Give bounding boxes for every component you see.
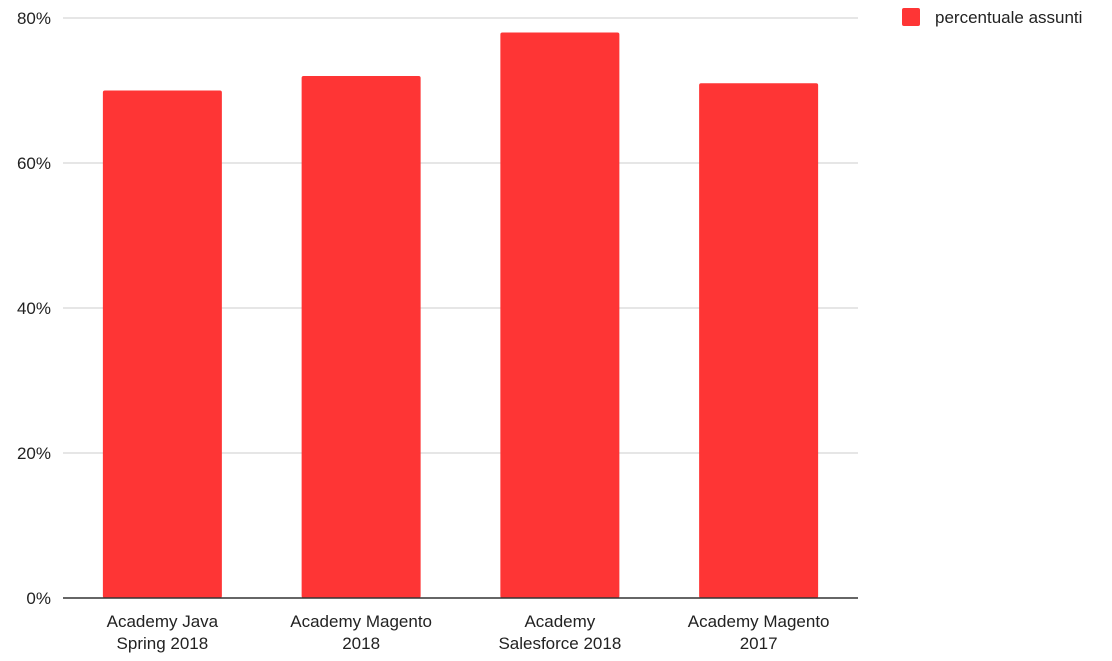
- x-tick-label: Spring 2018: [117, 634, 209, 653]
- bar: [500, 32, 620, 598]
- y-tick-label: 40%: [17, 299, 51, 318]
- y-tick-label: 80%: [17, 9, 51, 28]
- legend-label: percentuale assunti: [935, 8, 1082, 27]
- x-axis-labels: Academy Java Spring 2018 Academy Magento 20…: [107, 612, 830, 653]
- y-axis-ticks: 0% 20% 40% 60% 80%: [17, 9, 51, 608]
- bar: [699, 83, 819, 598]
- bars: [102, 32, 819, 598]
- y-tick-label: 20%: [17, 444, 51, 463]
- x-tick-label: 2018: [342, 634, 380, 653]
- legend-swatch: [902, 8, 920, 26]
- x-tick-label: Academy Magento: [688, 612, 830, 631]
- x-tick-label: Academy Magento: [290, 612, 432, 631]
- legend: percentuale assunti: [902, 8, 1082, 27]
- x-tick-label: Salesforce 2018: [498, 634, 621, 653]
- x-tick-label: 2017: [740, 634, 778, 653]
- x-tick-label: Academy Java: [107, 612, 219, 631]
- x-tick-label: Academy: [524, 612, 595, 631]
- y-tick-label: 0%: [26, 589, 51, 608]
- bar: [102, 90, 222, 598]
- bar: [301, 76, 421, 598]
- y-tick-label: 60%: [17, 154, 51, 173]
